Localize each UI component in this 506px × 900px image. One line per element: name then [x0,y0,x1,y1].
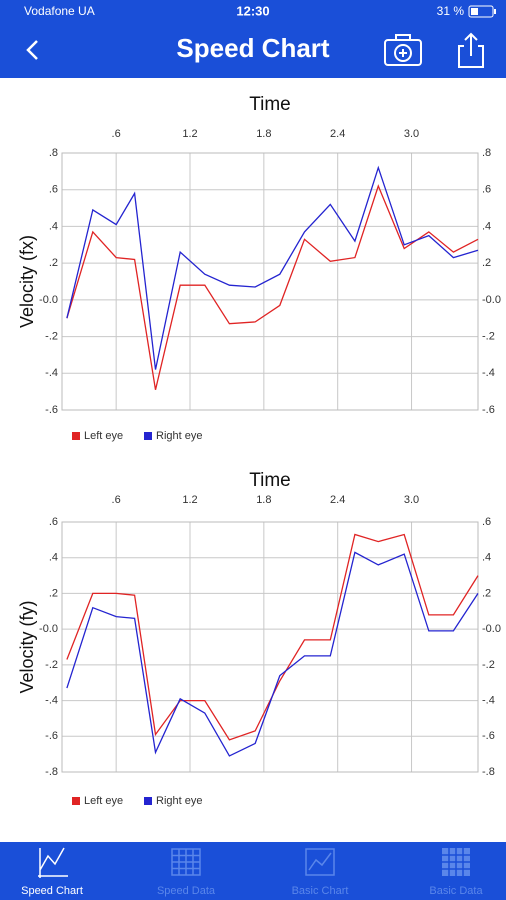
plot-frame [61,521,479,773]
y2-tick-label: .6 [482,184,491,196]
tab-icon [305,848,335,876]
series-line [66,184,479,390]
series-line [66,533,479,741]
x-tick-label: 2.4 [330,494,345,506]
y-tick-label: -.6 [45,404,58,416]
y2-tick-label: .6 [482,516,491,528]
y-tick-label: -.2 [45,659,58,671]
tab-icon [171,848,201,876]
y2-tick-label: .2 [482,587,491,599]
legend-swatch [72,432,80,440]
back-button[interactable] [26,40,38,60]
plot-frame [61,152,479,411]
y-tick-label: -0.0 [39,623,58,635]
tab-bar-bg [0,842,506,900]
y2-tick-label: -.6 [482,730,495,742]
y-tick-label: .6 [49,516,58,528]
tab-label[interactable]: Basic Data [429,885,483,897]
y-axis-label: Velocity (fy) [17,600,37,693]
x-tick-label: 1.2 [182,494,197,506]
y-tick-label: -.6 [45,730,58,742]
camera-button[interactable] [384,34,422,66]
chart-title: Time [249,94,291,115]
tab-label[interactable]: Speed Data [157,885,216,897]
y-tick-label: -.8 [45,766,58,778]
chart-title: Time [249,470,291,491]
header-bg [0,0,506,78]
tab-icon-grid [442,848,470,876]
battery-icon [468,5,496,18]
tab-label[interactable]: Speed Chart [21,885,83,897]
legend-swatch [144,432,152,440]
y-tick-label: .4 [49,552,58,564]
series-line [66,551,479,757]
y2-tick-label: -0.0 [482,294,501,306]
share-button[interactable] [458,32,484,68]
x-tick-label: 3.0 [404,128,419,140]
legend-swatch [144,797,152,805]
y2-tick-label: -0.0 [482,623,501,635]
y-axis-label: Velocity (fx) [17,235,37,328]
legend-label: Left eye [84,430,123,442]
y-tick-label: -.2 [45,330,58,342]
legend-label: Right eye [156,795,202,807]
y-tick-label: -.4 [45,367,58,379]
x-tick-label: 1.8 [256,494,271,506]
carrier: Vodafone UA [24,4,95,18]
tab-label[interactable]: Basic Chart [292,885,349,897]
x-tick-label: .6 [112,494,121,506]
y-tick-label: .8 [49,147,58,159]
battery-text: 31 % [437,4,465,18]
y2-tick-label: -.6 [482,404,495,416]
y2-tick-label: -.8 [482,766,495,778]
y-tick-label: .6 [49,184,58,196]
x-tick-label: 2.4 [330,128,345,140]
y-tick-label: -0.0 [39,294,58,306]
y2-tick-label: -.4 [482,367,495,379]
x-tick-label: 1.8 [256,128,271,140]
legend-swatch [72,797,80,805]
legend-label: Right eye [156,430,202,442]
y-tick-label: .2 [49,587,58,599]
y2-tick-label: .2 [482,257,491,269]
x-tick-label: .6 [112,128,121,140]
y2-tick-label: .8 [482,147,491,159]
y2-tick-label: -.2 [482,659,495,671]
y-tick-label: .4 [49,220,58,232]
x-tick-label: 3.0 [404,494,419,506]
y2-tick-label: -.4 [482,694,495,706]
clock: 12:30 [236,3,269,18]
y2-tick-label: .4 [482,552,491,564]
y2-tick-label: .4 [482,220,491,232]
y2-tick-label: -.2 [482,330,495,342]
series-line [66,165,479,370]
x-tick-label: 1.2 [182,128,197,140]
y-tick-label: .2 [49,257,58,269]
legend-label: Left eye [84,795,123,807]
tab-icon [38,847,68,878]
y-tick-label: -.4 [45,694,58,706]
nav-title: Speed Chart [176,33,329,63]
